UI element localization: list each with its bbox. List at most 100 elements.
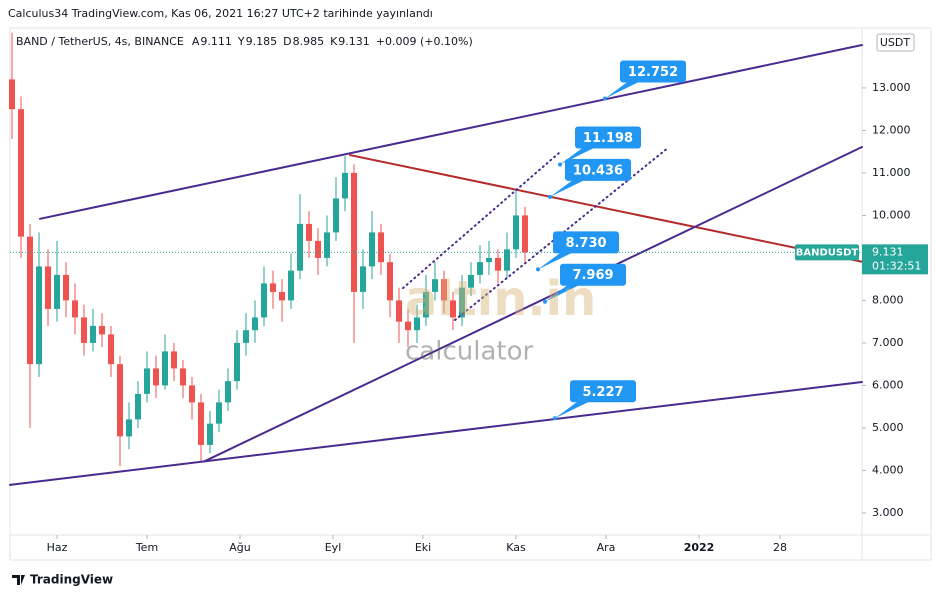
watermark-brand: altın.in — [405, 271, 596, 327]
candle-body — [477, 262, 484, 275]
candle-body — [441, 279, 448, 301]
candle-body — [423, 291, 430, 318]
y-tick-label: 6.000 — [872, 378, 904, 391]
ohlc-value: 9.131 — [338, 35, 370, 48]
candle-body — [333, 198, 340, 233]
callout-box — [565, 158, 631, 181]
trendline — [204, 145, 863, 463]
candle-body — [144, 368, 151, 394]
y-tick-label: 3.000 — [872, 506, 904, 519]
price-tag-value: 9.131 — [872, 245, 904, 258]
candle-body — [342, 172, 349, 199]
candle-body — [108, 334, 115, 365]
candle-body — [387, 262, 394, 301]
candle-body — [243, 330, 250, 343]
candle-body — [270, 283, 277, 292]
candle-body — [369, 232, 376, 267]
candle-body — [99, 325, 106, 335]
currency-badge — [876, 33, 915, 52]
currency: USDT — [880, 36, 911, 49]
candle-body — [216, 402, 223, 424]
callout-pointer — [605, 81, 641, 99]
ohlc-key: Y — [237, 35, 245, 48]
y-tick-label: 7.000 — [872, 336, 904, 349]
callout-label: 5.227 — [582, 385, 623, 400]
callout-pointer — [538, 252, 573, 270]
candle-body — [432, 279, 439, 292]
candle-body — [360, 266, 367, 292]
footer-logo — [12, 575, 25, 585]
legend: BAND / TetherUS, 4s, BINANCE A 9.111 Y 9.18… — [16, 35, 473, 48]
callout-label: 12.752 — [628, 65, 678, 80]
candle-body — [189, 385, 196, 403]
callout-box — [553, 231, 619, 254]
callout-box — [575, 126, 642, 149]
candle-body — [252, 317, 259, 331]
watermark-sub: calculator — [405, 337, 533, 367]
candle-body — [90, 325, 97, 343]
callout-pointer — [555, 401, 591, 419]
candle-body — [288, 270, 295, 301]
y-tick-label: 13.000 — [872, 81, 911, 94]
y-tick-label: 11.000 — [872, 166, 911, 179]
ohlc-key: D — [283, 35, 291, 48]
candle-body — [162, 351, 169, 386]
candle-body — [207, 423, 214, 445]
trendline — [9, 381, 863, 486]
candle-body — [135, 393, 142, 420]
candle-body — [459, 287, 466, 318]
x-tick-label: Eki — [415, 541, 431, 554]
x-tick-label: 28 — [773, 541, 787, 554]
candle-body — [225, 381, 232, 403]
candle-body — [405, 321, 412, 331]
price-tag — [862, 244, 928, 275]
x-tick-label: Ara — [597, 541, 616, 554]
callout-label: 7.969 — [572, 268, 613, 283]
ohlc-value: 8.985 — [293, 35, 325, 48]
symbol-tag-label: BANDUSDT — [796, 247, 859, 258]
candle-body — [396, 300, 403, 322]
candle-body — [18, 109, 25, 237]
candle-body — [351, 172, 358, 292]
symbol: BAND / TetherUS, 4s, BINANCE — [16, 35, 184, 48]
candle-body — [198, 402, 205, 445]
callout-box — [560, 263, 627, 286]
x-tick-label: Ağu — [229, 541, 250, 554]
plot: 12.752 11.198 10.436 8.730 7.969 5.227 — [9, 32, 863, 486]
footer-brand: TradingView — [30, 573, 113, 587]
candle-body — [54, 274, 61, 309]
change: +0.009 (+0.10%) — [376, 35, 473, 48]
callout-box — [620, 60, 687, 83]
y-tick-label: 5.000 — [872, 421, 904, 434]
symbol-tag — [795, 244, 859, 261]
trendline — [39, 43, 863, 220]
candle-body — [522, 215, 529, 253]
candle-body — [63, 274, 70, 301]
y-tick-label: 4.000 — [872, 463, 904, 476]
candle-body — [45, 266, 52, 309]
candle-body — [180, 368, 187, 386]
candle-body — [495, 257, 502, 271]
candle-body — [72, 300, 79, 318]
x-tick-label: Kas — [506, 541, 526, 554]
callout-label: 8.730 — [565, 236, 606, 251]
candle-body — [414, 317, 421, 331]
candle-body — [504, 249, 511, 271]
ohlc-value: 9.111 — [200, 35, 232, 48]
candle-body — [324, 232, 331, 258]
candle-body — [153, 368, 160, 386]
candle-body — [36, 266, 43, 365]
callout-label: 10.436 — [573, 163, 623, 178]
watermark: altın.in calculator — [405, 271, 596, 367]
ohlc-key: A — [192, 35, 200, 48]
y-tick-label: 8.000 — [872, 293, 904, 306]
candle-body — [171, 351, 178, 369]
candle-body — [486, 257, 493, 263]
candle-body — [378, 232, 385, 263]
callout-pointer — [550, 179, 585, 197]
ohlc-key: K — [330, 35, 338, 48]
candle-body — [513, 215, 520, 250]
x-tick-label: Tem — [135, 541, 158, 554]
candle-body — [81, 317, 88, 343]
